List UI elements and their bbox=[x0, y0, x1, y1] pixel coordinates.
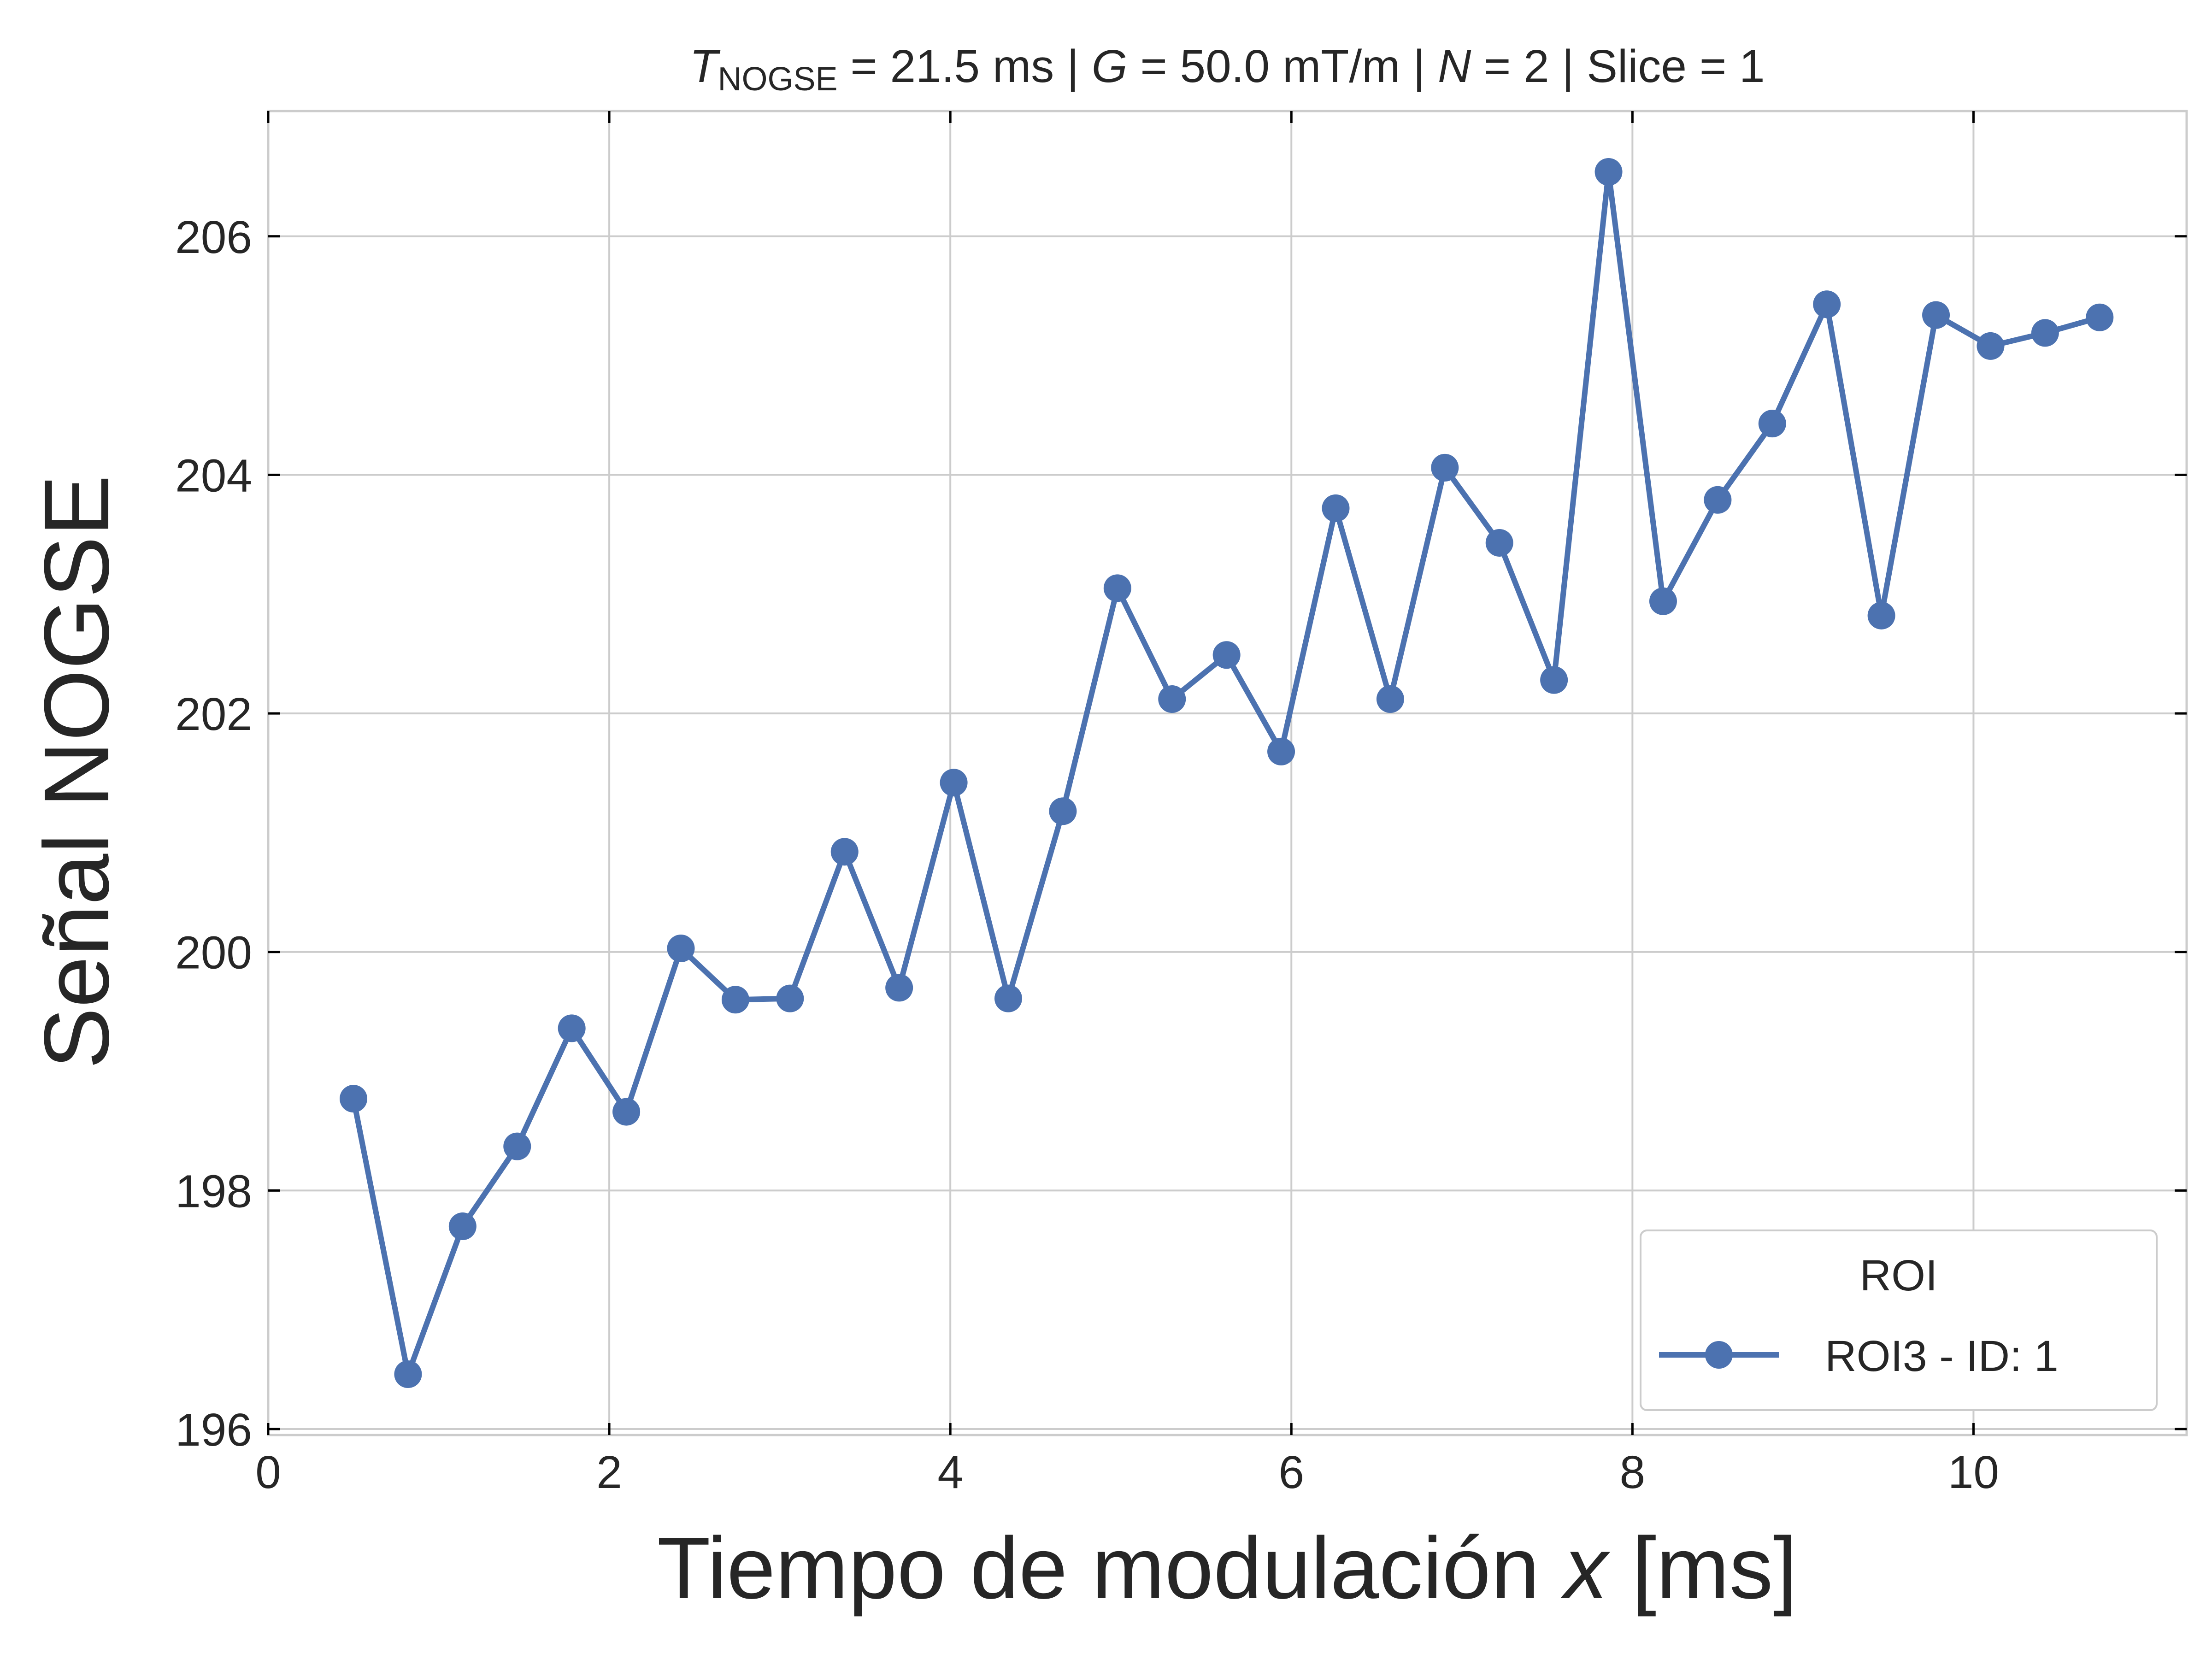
data-point bbox=[2086, 303, 2114, 331]
y-tick-label: 204 bbox=[175, 450, 252, 501]
data-point bbox=[1267, 737, 1295, 765]
data-point bbox=[1540, 666, 1568, 694]
x-tick-labels: 0 2 4 6 8 10 bbox=[255, 1447, 1999, 1498]
x-axis-label: Tiempo de modulación x [ms] bbox=[657, 1519, 1798, 1617]
axes-frame bbox=[267, 110, 2188, 1436]
legend-title: ROI bbox=[1860, 1251, 1938, 1300]
x-tick-label: 0 bbox=[255, 1447, 281, 1498]
x-tick-label: 4 bbox=[937, 1447, 963, 1498]
data-point bbox=[1813, 290, 1841, 318]
y-axis-label: Señal NOGSE bbox=[25, 475, 128, 1069]
data-point bbox=[612, 1098, 641, 1126]
data-point bbox=[1212, 641, 1241, 669]
data-point bbox=[448, 1212, 477, 1241]
data-point bbox=[830, 838, 859, 866]
data-point bbox=[503, 1132, 531, 1160]
data-point bbox=[721, 986, 749, 1014]
data-point bbox=[1103, 574, 1131, 602]
data-point bbox=[1485, 529, 1513, 557]
y-tick-label: 198 bbox=[175, 1165, 252, 1217]
data-point bbox=[667, 934, 695, 962]
data-point bbox=[394, 1360, 422, 1388]
legend-box bbox=[1640, 1230, 2158, 1411]
data-point bbox=[885, 974, 913, 1002]
data-point bbox=[1594, 158, 1623, 186]
data-point bbox=[776, 984, 804, 1012]
x-tick-label: 6 bbox=[1278, 1447, 1304, 1498]
y-tick-label: 202 bbox=[175, 688, 252, 740]
data-point bbox=[1977, 332, 2005, 360]
x-tick-label: 10 bbox=[1948, 1447, 1999, 1498]
data-point bbox=[1322, 494, 1350, 522]
data-point bbox=[340, 1085, 368, 1113]
series-roi3 bbox=[340, 158, 2114, 1388]
tick-marks bbox=[267, 111, 2187, 1435]
data-point bbox=[994, 984, 1022, 1012]
data-point bbox=[2031, 319, 2059, 347]
y-tick-labels: 196 198 200 202 204 206 bbox=[175, 212, 252, 1456]
data-point bbox=[1649, 587, 1677, 615]
legend-entry-label: ROI3 - ID: 1 bbox=[1825, 1332, 2059, 1381]
legend-marker-swatch bbox=[1705, 1341, 1733, 1369]
chart-title: TNOGSE = 21.5 ms | G = 50.0 mT/m | N = 2… bbox=[689, 41, 1765, 98]
x-tick-label: 8 bbox=[1620, 1447, 1646, 1498]
y-tick-label: 196 bbox=[175, 1404, 252, 1456]
x-tick-label: 2 bbox=[596, 1447, 622, 1498]
data-point bbox=[1867, 601, 1895, 629]
data-point bbox=[1376, 685, 1404, 713]
data-point bbox=[1158, 685, 1186, 713]
data-point bbox=[1431, 453, 1459, 482]
data-point bbox=[1704, 486, 1732, 514]
data-point bbox=[558, 1014, 586, 1042]
legend: ROI ROI3 - ID: 1 bbox=[1640, 1230, 2158, 1411]
y-tick-label: 206 bbox=[175, 212, 252, 263]
data-point bbox=[1922, 301, 1950, 329]
data-point bbox=[1758, 410, 1786, 438]
data-point bbox=[1049, 797, 1077, 825]
data-point bbox=[940, 769, 968, 797]
y-tick-label: 200 bbox=[175, 927, 252, 979]
